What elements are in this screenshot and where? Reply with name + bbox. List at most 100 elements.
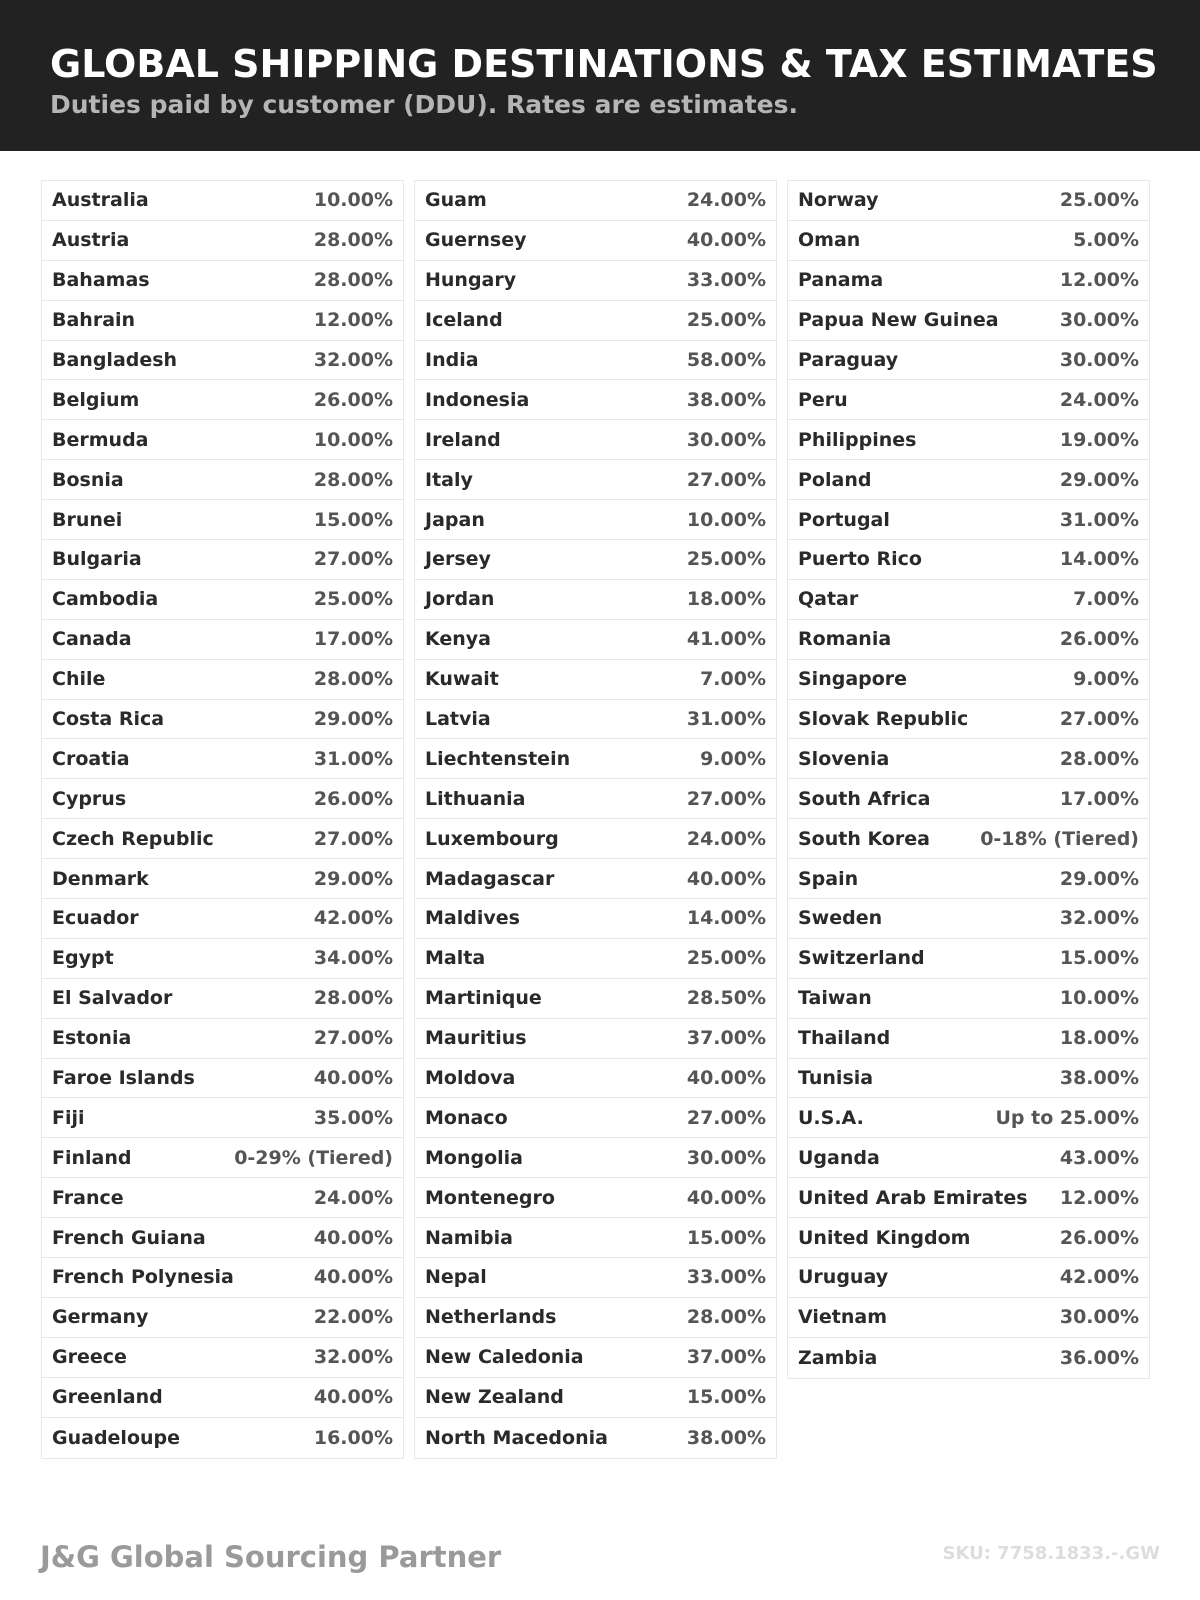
table-row: Tunisia 38.00% [788, 1059, 1149, 1099]
table-row: Taiwan 10.00% [788, 979, 1149, 1019]
table-row: Switzerland 15.00% [788, 939, 1149, 979]
country-name: Bulgaria [52, 548, 142, 571]
country-name: U.S.A. [798, 1106, 864, 1129]
country-name: France [52, 1186, 124, 1209]
tax-rate: 15.00% [686, 1386, 766, 1409]
tax-rate: 28.00% [313, 668, 393, 691]
country-name: Poland [798, 468, 872, 491]
country-name: Philippines [798, 428, 917, 451]
table-row: Cyprus 26.00% [42, 779, 403, 820]
country-name: Martinique [425, 987, 542, 1010]
tax-rate: 38.00% [686, 388, 766, 411]
tax-rate: 43.00% [1059, 1146, 1139, 1169]
tax-rate: 24.00% [313, 1186, 393, 1209]
table-row: Qatar 7.00% [788, 580, 1149, 620]
country-name: Australia [52, 189, 149, 212]
country-name: Faroe Islands [52, 1067, 195, 1090]
country-name: Namibia [425, 1226, 513, 1249]
table-row: Bahrain 12.00% [42, 301, 403, 341]
rates-column-1: Australia 10.00% Austria 28.00% Bahamas 28.00… [41, 180, 404, 1459]
page-subtitle: Duties paid by customer (DDU). Rates are… [50, 90, 798, 119]
country-name: Denmark [52, 867, 149, 890]
tax-rate: 24.00% [686, 827, 766, 850]
tax-rate: 42.00% [1059, 1266, 1139, 1289]
table-row: South Africa 17.00% [788, 779, 1149, 820]
table-row: New Zealand 15.00% [415, 1378, 776, 1418]
country-name: Panama [798, 269, 884, 292]
country-name: Mongolia [425, 1146, 523, 1169]
table-row: Bermuda 10.00% [42, 420, 403, 461]
country-name: Moldova [425, 1067, 516, 1090]
table-row: Greece 32.00% [42, 1338, 403, 1378]
table-row: Cambodia 25.00% [42, 580, 403, 620]
tax-rate: 40.00% [313, 1226, 393, 1249]
table-row: Uganda 43.00% [788, 1138, 1149, 1179]
tax-rate: 28.00% [313, 468, 393, 491]
country-name: Czech Republic [52, 827, 214, 850]
tax-rate: 37.00% [686, 1346, 766, 1369]
table-row: North Macedonia 38.00% [415, 1418, 776, 1458]
country-name: Ecuador [52, 907, 139, 930]
country-name: Ireland [425, 428, 501, 451]
table-row: Paraguay 30.00% [788, 341, 1149, 381]
tax-rate: 37.00% [686, 1027, 766, 1050]
table-row: India 58.00% [415, 341, 776, 381]
rates-column-3: Norway 25.00% Oman 5.00% Panama 12.00% Papua N… [787, 180, 1150, 1379]
table-row: Australia 10.00% [42, 181, 403, 221]
table-row: Singapore 9.00% [788, 660, 1149, 700]
table-row: Nepal 33.00% [415, 1258, 776, 1298]
country-name: Netherlands [425, 1306, 557, 1329]
tax-rate: 40.00% [313, 1266, 393, 1289]
tax-rate: 0-18% (Tiered) [980, 827, 1139, 850]
country-name: Cyprus [52, 787, 127, 810]
table-row: Czech Republic 27.00% [42, 819, 403, 860]
tax-rate: 15.00% [686, 1226, 766, 1249]
table-row: Lithuania 27.00% [415, 779, 776, 820]
tax-rate: 38.00% [686, 1426, 766, 1449]
rates-column-2: Guam 24.00% Guernsey 40.00% Hungary 33.00% Ice… [414, 180, 777, 1459]
country-name: Qatar [798, 588, 859, 611]
table-row: Sweden 32.00% [788, 899, 1149, 939]
country-name: Cambodia [52, 588, 159, 611]
tax-rate: 27.00% [686, 468, 766, 491]
tax-rate: 10.00% [313, 189, 393, 212]
table-row: U.S.A. Up to 25.00% [788, 1098, 1149, 1139]
country-name: New Zealand [425, 1386, 564, 1409]
table-row: Indonesia 38.00% [415, 380, 776, 421]
tax-rate: 27.00% [313, 1027, 393, 1050]
country-name: Guernsey [425, 229, 527, 252]
country-name: Sweden [798, 907, 883, 930]
table-row: Jersey 25.00% [415, 540, 776, 580]
tax-rate: 10.00% [313, 428, 393, 451]
country-name: Portugal [798, 508, 890, 531]
tax-rate: 15.00% [1059, 947, 1139, 970]
country-name: Greenland [52, 1386, 163, 1409]
page-header: GLOBAL SHIPPING DESTINATIONS & TAX ESTIM… [0, 0, 1200, 151]
country-name: Norway [798, 189, 879, 212]
country-name: Kuwait [425, 668, 499, 691]
country-name: Taiwan [798, 987, 872, 1010]
table-row: French Guiana 40.00% [42, 1218, 403, 1259]
table-row: Bahamas 28.00% [42, 261, 403, 301]
country-name: Uganda [798, 1146, 880, 1169]
tax-rate: 17.00% [313, 628, 393, 651]
country-name: Bahamas [52, 269, 150, 292]
tax-rate: 9.00% [1073, 668, 1139, 691]
table-row: Panama 12.00% [788, 261, 1149, 301]
country-name: United Kingdom [798, 1226, 971, 1249]
country-name: Singapore [798, 668, 908, 691]
table-row: Oman 5.00% [788, 221, 1149, 261]
tax-rate: 28.00% [1059, 747, 1139, 770]
tax-rate: 25.00% [686, 947, 766, 970]
tax-rate: 22.00% [313, 1306, 393, 1329]
table-row: Netherlands 28.00% [415, 1298, 776, 1338]
table-row: Greenland 40.00% [42, 1378, 403, 1418]
tax-rate: 9.00% [700, 747, 766, 770]
country-name: Thailand [798, 1027, 891, 1050]
country-name: French Polynesia [52, 1266, 234, 1289]
country-name: Chile [52, 668, 106, 691]
tax-rate: 10.00% [1059, 987, 1139, 1010]
country-name: Finland [52, 1146, 132, 1169]
tax-rate: 40.00% [313, 1067, 393, 1090]
tax-rate: 28.00% [313, 987, 393, 1010]
